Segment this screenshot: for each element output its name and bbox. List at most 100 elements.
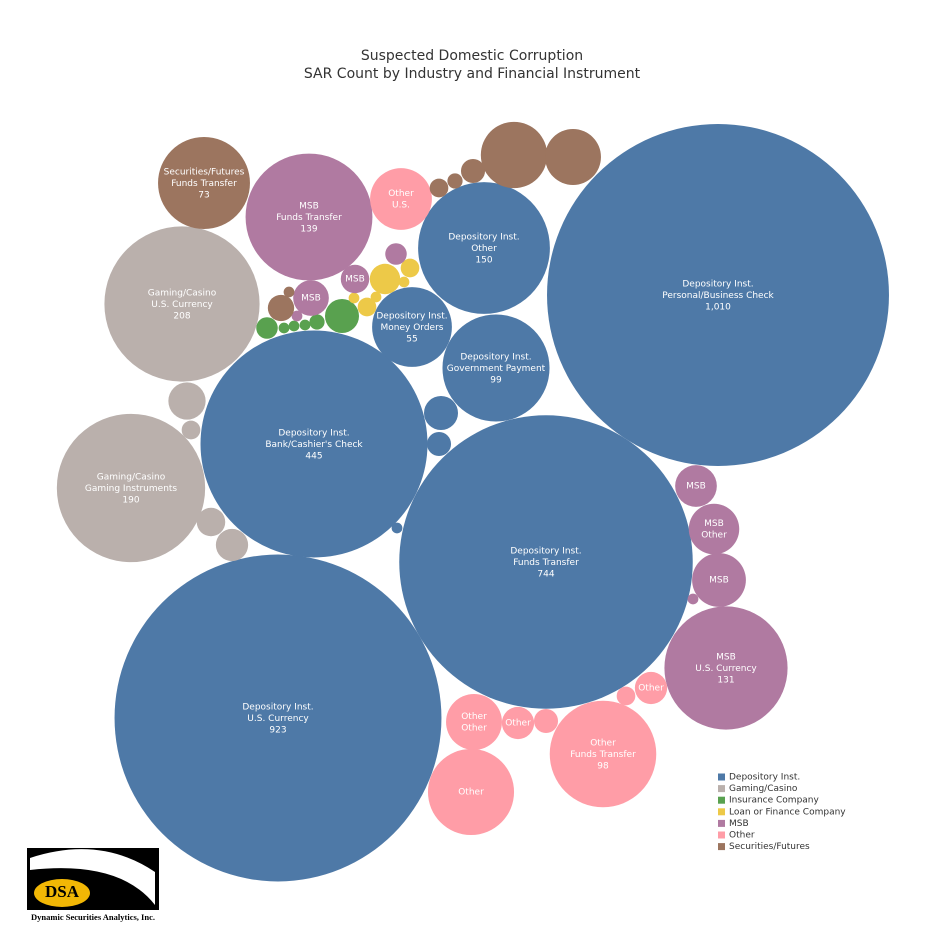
bubble-label: Gaming Instruments — [85, 484, 178, 494]
bubble — [391, 522, 403, 534]
bubble-label: Funds Transfer — [171, 179, 237, 189]
bubble-label: MSB — [686, 482, 706, 492]
bubble — [447, 173, 463, 189]
bubble — [267, 294, 295, 322]
logo-company: Dynamic Securities Analytics, Inc. — [31, 912, 155, 922]
bubble — [545, 129, 601, 185]
bubble — [283, 286, 295, 298]
bubble — [372, 287, 452, 367]
bubble — [370, 291, 382, 303]
bubble-label: Other — [590, 739, 616, 749]
bubble — [418, 182, 550, 314]
bubble — [426, 431, 452, 457]
bubble — [196, 507, 226, 537]
bubble — [348, 292, 360, 304]
bubble-label: 99 — [490, 376, 502, 386]
bubble-label: Gaming/Casino — [97, 473, 166, 483]
logo-ellipse — [34, 879, 90, 907]
bubble — [324, 298, 360, 334]
bubble-label: Other — [461, 712, 487, 722]
bubble — [692, 553, 746, 607]
legend-label: Insurance Company — [729, 796, 820, 806]
bubble — [549, 700, 657, 808]
bubble — [446, 694, 502, 750]
bubble-label: Depository Inst. — [682, 280, 753, 290]
bubble — [369, 263, 401, 295]
bubble — [533, 708, 559, 734]
bubble — [460, 158, 486, 184]
bubble — [634, 671, 668, 705]
legend-swatch — [718, 843, 725, 851]
bubble — [370, 168, 432, 230]
bubble-label: Funds Transfer — [513, 558, 579, 568]
bubble — [664, 606, 788, 730]
bubble — [688, 503, 740, 555]
logo-swoosh — [30, 849, 155, 905]
bubble-label: Funds Transfer — [276, 213, 342, 223]
bubble — [442, 314, 550, 422]
bubble — [168, 382, 206, 420]
bubble-label: U.S. — [392, 201, 410, 211]
bubble-label: Depository Inst. — [448, 233, 519, 243]
bubble-label: 923 — [269, 726, 286, 736]
bubble — [687, 593, 699, 605]
bubble-label: Depository Inst. — [460, 353, 531, 363]
bubble — [245, 153, 373, 281]
legend-label: Gaming/Casino — [729, 784, 798, 794]
bubble-label: MSB — [301, 294, 321, 304]
logo-mark: DSA — [45, 882, 80, 901]
bubble — [158, 137, 250, 229]
bubble-label: Personal/Business Check — [662, 291, 774, 301]
legend-swatch — [718, 831, 725, 839]
bubble-label: Government Payment — [447, 364, 546, 374]
bubble — [340, 264, 370, 294]
bubble — [427, 748, 515, 836]
bubble-label: MSB — [709, 576, 729, 586]
bubble-label: 131 — [717, 676, 734, 686]
bubble — [501, 706, 535, 740]
bubble-label: U.S. Currency — [695, 664, 757, 674]
legend-label: Other — [729, 831, 755, 841]
bubble — [398, 276, 410, 288]
bubble-label: U.S. Currency — [151, 300, 213, 310]
bubble — [675, 465, 717, 507]
legend-swatch — [718, 796, 725, 804]
legend-swatch — [718, 819, 725, 827]
bubble-label: MSB — [704, 519, 724, 529]
logo-band — [27, 910, 159, 926]
bubble-label: Gaming/Casino — [148, 289, 217, 299]
bubble-label: MSB — [716, 653, 736, 663]
bubble-label: 73 — [198, 191, 209, 201]
bubble-label: Bank/Cashier's Check — [265, 440, 363, 450]
bubble — [215, 528, 249, 562]
legend-label: Loan or Finance Company — [729, 807, 846, 817]
bubble — [104, 226, 260, 382]
bubble-label: Other — [701, 531, 727, 541]
bubble-label: Depository Inst. — [376, 312, 447, 322]
bubble-label: 55 — [406, 335, 417, 345]
bubble — [293, 280, 329, 316]
legend-label: MSB — [729, 819, 749, 829]
bubble-label: Funds Transfer — [570, 750, 636, 760]
bubble-label: Securities/Futures — [164, 168, 245, 178]
bubble — [385, 243, 407, 265]
bubble — [480, 121, 548, 189]
bubble-label: 744 — [537, 570, 554, 580]
legend-label: Securities/Futures — [729, 842, 810, 852]
bubble-label: Other — [471, 244, 497, 254]
bubble-label: 139 — [300, 225, 317, 235]
bubble — [309, 314, 325, 330]
legend-swatch — [718, 773, 725, 781]
bubble — [299, 319, 311, 331]
bubble — [288, 320, 300, 332]
bubble — [278, 322, 290, 334]
bubble — [399, 415, 693, 709]
bubble-label: Money Orders — [381, 323, 444, 333]
bubble — [547, 124, 889, 466]
bubble — [200, 330, 428, 558]
bubble-label: Other — [388, 189, 414, 199]
logo: DSA Dynamic Securities Analytics, Inc. — [27, 848, 159, 926]
bubble-label: Depository Inst. — [242, 703, 313, 713]
bubble — [114, 554, 442, 882]
